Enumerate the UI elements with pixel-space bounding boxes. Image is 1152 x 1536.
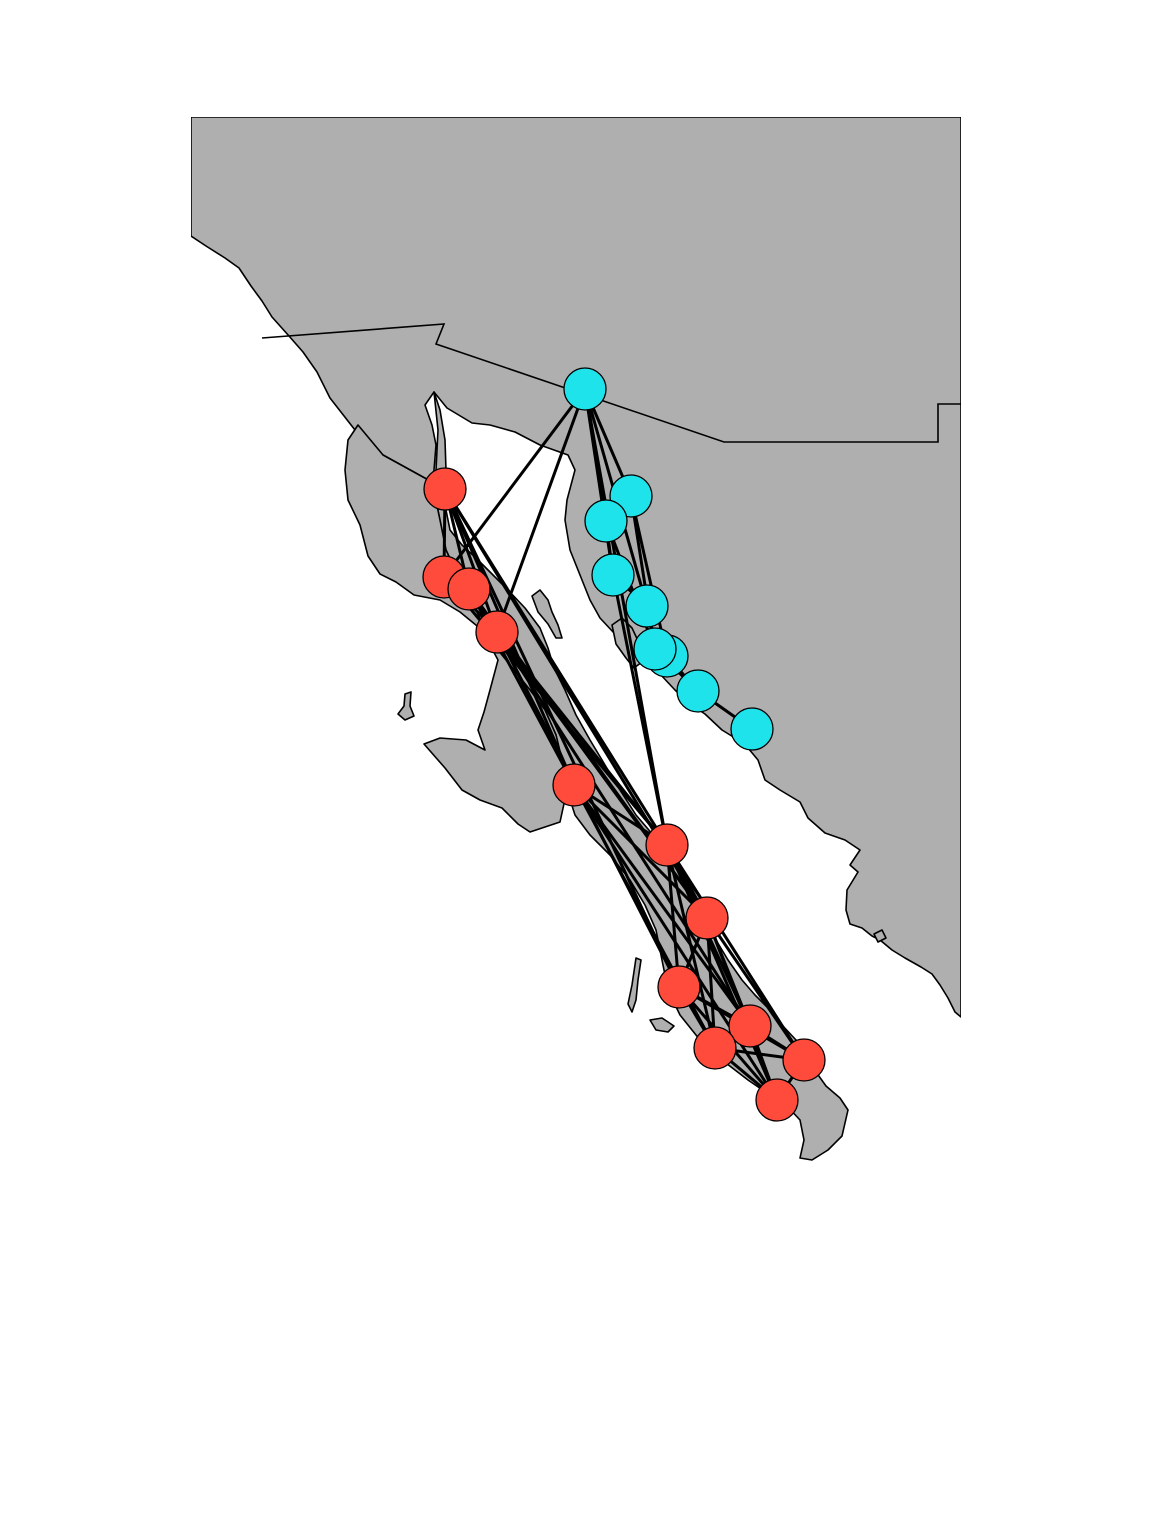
network-node-red [552,763,596,807]
network-node-red [755,1078,799,1122]
network-node-red [447,567,491,611]
network-edge [705,917,806,1061]
network-node-red [782,1038,826,1082]
network-node-red [685,896,729,940]
network-nodes [422,367,826,1122]
mainland-landmass [191,117,961,1018]
network-edge [583,388,669,846]
network-node-red [423,467,467,511]
network-edge [572,783,709,920]
network-node-red [645,823,689,867]
network-node-red [475,610,519,654]
network-edge [611,574,669,846]
network-node-cyan [591,553,635,597]
network-node-red [728,1004,772,1048]
network-edge [665,844,717,1049]
network-edge [443,488,681,988]
network-node-cyan [625,584,669,628]
isla-cedros [397,691,415,721]
network-edge [665,844,681,988]
island-small [873,929,887,943]
basemap [191,117,961,1161]
network-node-cyan [633,627,677,671]
network-edge [495,388,587,633]
network-node-cyan [563,367,607,411]
isla-angel-de-la-guarda [531,589,563,639]
isla-magdalena [627,957,642,1013]
us-mexico-border [261,323,961,443]
network-node-cyan [676,669,720,713]
network-edge [443,488,499,633]
network-node-red [657,965,701,1009]
network-edge [495,631,752,1027]
network-node-red [693,1026,737,1070]
network-node-cyan [730,707,774,751]
isla-santa-margarita [649,1017,675,1033]
network-edge [442,388,587,578]
network-node-cyan [584,499,628,543]
